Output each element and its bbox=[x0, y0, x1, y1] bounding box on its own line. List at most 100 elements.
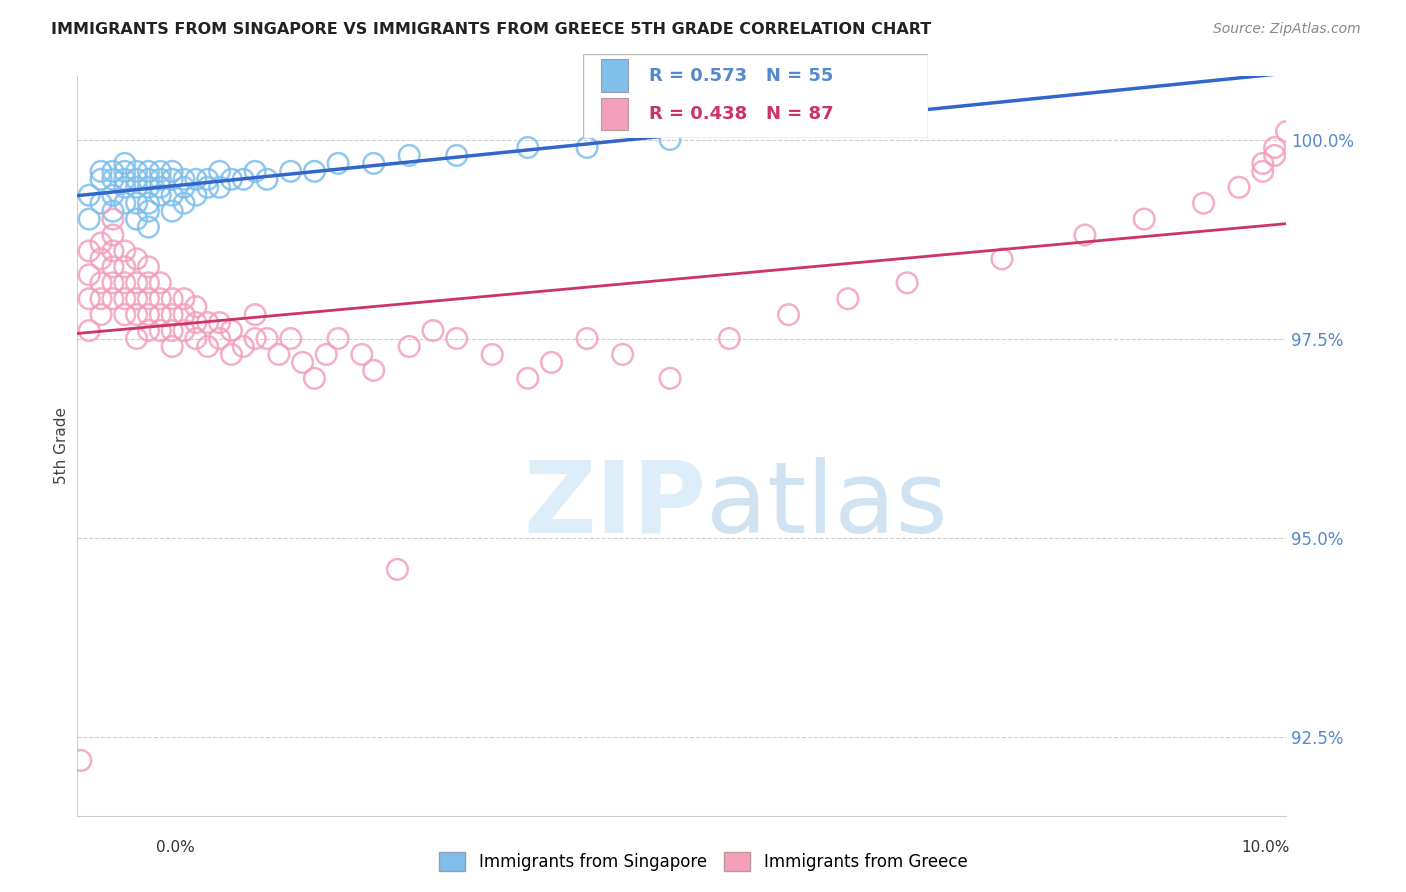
Point bbox=[173, 196, 195, 211]
Point bbox=[149, 164, 172, 178]
Point bbox=[184, 188, 207, 202]
Point bbox=[173, 292, 195, 306]
Point bbox=[138, 172, 160, 186]
Point bbox=[125, 196, 148, 211]
Point bbox=[1275, 124, 1298, 138]
Point bbox=[208, 316, 231, 330]
Point bbox=[77, 212, 100, 227]
Point bbox=[138, 260, 160, 274]
Point bbox=[138, 164, 160, 178]
Point bbox=[149, 324, 172, 338]
Text: R = 0.573   N = 55: R = 0.573 N = 55 bbox=[650, 67, 834, 85]
Point bbox=[315, 347, 337, 361]
Point bbox=[197, 180, 219, 194]
Point bbox=[90, 276, 112, 290]
Point bbox=[326, 332, 349, 346]
Point bbox=[221, 324, 243, 338]
Point bbox=[1264, 148, 1286, 162]
Point bbox=[114, 196, 136, 211]
Point bbox=[125, 252, 148, 266]
Point bbox=[114, 164, 136, 178]
Point bbox=[576, 140, 599, 154]
Point bbox=[612, 347, 634, 361]
Point bbox=[304, 164, 326, 178]
Point bbox=[90, 172, 112, 186]
Point bbox=[326, 156, 349, 170]
Point bbox=[114, 260, 136, 274]
Point bbox=[208, 332, 231, 346]
Point bbox=[256, 332, 278, 346]
Point bbox=[149, 188, 172, 202]
Bar bbox=[600, 97, 628, 130]
Point bbox=[160, 308, 183, 322]
Point bbox=[101, 172, 124, 186]
Point bbox=[101, 212, 124, 227]
Point bbox=[114, 292, 136, 306]
Point bbox=[896, 276, 918, 290]
Point bbox=[160, 339, 183, 353]
Point bbox=[125, 308, 148, 322]
Text: ZIP: ZIP bbox=[523, 457, 706, 554]
Text: 10.0%: 10.0% bbox=[1241, 840, 1289, 855]
Point bbox=[90, 164, 112, 178]
Point bbox=[114, 276, 136, 290]
Point bbox=[243, 308, 266, 322]
Point bbox=[77, 324, 100, 338]
Point bbox=[184, 172, 207, 186]
Point bbox=[516, 371, 538, 385]
Point bbox=[101, 164, 124, 178]
Point bbox=[184, 300, 207, 314]
Point bbox=[350, 347, 373, 361]
Point bbox=[125, 276, 148, 290]
Point bbox=[149, 172, 172, 186]
Point bbox=[160, 324, 183, 338]
Point bbox=[184, 316, 207, 330]
Point bbox=[138, 180, 160, 194]
Point bbox=[422, 324, 444, 338]
Point bbox=[138, 276, 160, 290]
Point bbox=[1227, 180, 1250, 194]
Point bbox=[149, 292, 172, 306]
Point bbox=[149, 308, 172, 322]
Point bbox=[232, 172, 254, 186]
Point bbox=[101, 276, 124, 290]
Point bbox=[1133, 212, 1156, 227]
Point bbox=[363, 363, 385, 377]
Point bbox=[1251, 164, 1274, 178]
Point bbox=[173, 324, 195, 338]
Point bbox=[208, 164, 231, 178]
Point bbox=[138, 220, 160, 235]
Point bbox=[516, 140, 538, 154]
Point bbox=[90, 196, 112, 211]
Point bbox=[125, 172, 148, 186]
Point bbox=[576, 332, 599, 346]
Point bbox=[173, 172, 195, 186]
Point bbox=[125, 292, 148, 306]
Point bbox=[101, 260, 124, 274]
Point bbox=[114, 180, 136, 194]
Point bbox=[90, 308, 112, 322]
Point bbox=[304, 371, 326, 385]
Point bbox=[540, 355, 562, 369]
Point bbox=[125, 332, 148, 346]
Point bbox=[77, 244, 100, 258]
Legend: Immigrants from Singapore, Immigrants from Greece: Immigrants from Singapore, Immigrants fr… bbox=[430, 843, 976, 880]
Point bbox=[197, 339, 219, 353]
Point bbox=[138, 196, 160, 211]
Point bbox=[90, 292, 112, 306]
Text: atlas: atlas bbox=[706, 457, 948, 554]
Point bbox=[243, 332, 266, 346]
Point bbox=[837, 292, 859, 306]
Point bbox=[114, 308, 136, 322]
Point bbox=[114, 156, 136, 170]
Point bbox=[481, 347, 503, 361]
Point bbox=[101, 292, 124, 306]
Point bbox=[114, 172, 136, 186]
Point bbox=[125, 180, 148, 194]
Point bbox=[101, 227, 124, 242]
Point bbox=[160, 292, 183, 306]
Point bbox=[138, 308, 160, 322]
Point bbox=[221, 172, 243, 186]
Point bbox=[138, 292, 160, 306]
Text: 0.0%: 0.0% bbox=[156, 840, 195, 855]
